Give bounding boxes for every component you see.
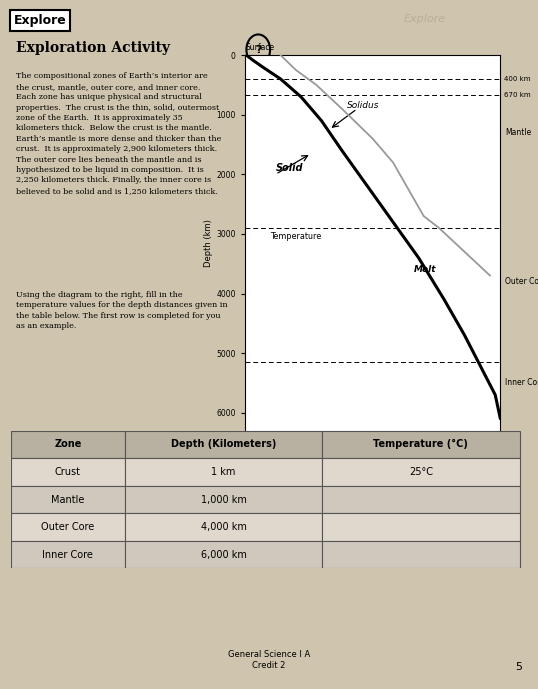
Text: Mantle: Mantle	[506, 128, 532, 137]
Text: Temperature (°C): Temperature (°C)	[373, 440, 469, 449]
Bar	[11, 513, 125, 541]
Text: 670 km: 670 km	[505, 92, 531, 98]
Text: Using the diagram to the right, fill in the
temperature values for the depth dis: Using the diagram to the right, fill in …	[16, 291, 228, 330]
Text: 5: 5	[515, 661, 522, 672]
Text: The compositional zones of Earth’s interior are
the crust, mantle, outer core, a: The compositional zones of Earth’s inter…	[16, 72, 222, 195]
Bar	[125, 513, 322, 541]
Text: 6,000 km: 6,000 km	[201, 550, 246, 559]
Text: Exploration Activity: Exploration Activity	[16, 41, 170, 54]
Bar	[322, 541, 520, 568]
Text: Crust: Crust	[55, 467, 81, 477]
Bar	[322, 431, 520, 458]
Bar	[322, 458, 520, 486]
Text: 4,000 km: 4,000 km	[201, 522, 246, 532]
Text: Zone: Zone	[54, 440, 82, 449]
Bar	[11, 458, 125, 486]
Bar	[125, 541, 322, 568]
Bar	[11, 486, 125, 513]
Y-axis label: Depth (km): Depth (km)	[204, 219, 214, 267]
Text: Mantle: Mantle	[51, 495, 84, 504]
Bar	[125, 431, 322, 458]
Text: Explore: Explore	[404, 14, 445, 24]
Text: Depth (Kilometers): Depth (Kilometers)	[171, 440, 277, 449]
Text: Explore: Explore	[13, 14, 66, 27]
Bar	[125, 458, 322, 486]
Text: Inner Core: Inner Core	[43, 550, 93, 559]
Text: 1 km: 1 km	[211, 467, 236, 477]
Text: Solidus: Solidus	[347, 101, 379, 110]
Text: General Science I A
Credit 2: General Science I A Credit 2	[228, 650, 310, 670]
Text: 25°C: 25°C	[409, 467, 433, 477]
X-axis label: Temperature (°C): Temperature (°C)	[336, 451, 409, 460]
Text: Outer Core: Outer Core	[41, 522, 95, 532]
Text: ?: ?	[255, 45, 261, 54]
Bar	[11, 541, 125, 568]
Text: 1,000 km: 1,000 km	[201, 495, 246, 504]
Text: 400 km: 400 km	[505, 76, 531, 82]
Text: Melt: Melt	[413, 265, 436, 274]
Text: Outer Core: Outer Core	[506, 277, 538, 286]
Text: Solid: Solid	[275, 163, 303, 174]
Bar	[125, 486, 322, 513]
Bar	[322, 486, 520, 513]
Text: Surface: Surface	[245, 43, 274, 52]
Text: Temperature: Temperature	[271, 232, 322, 241]
Text: Inner Core: Inner Core	[506, 378, 538, 387]
Bar	[11, 431, 125, 458]
Bar	[322, 513, 520, 541]
